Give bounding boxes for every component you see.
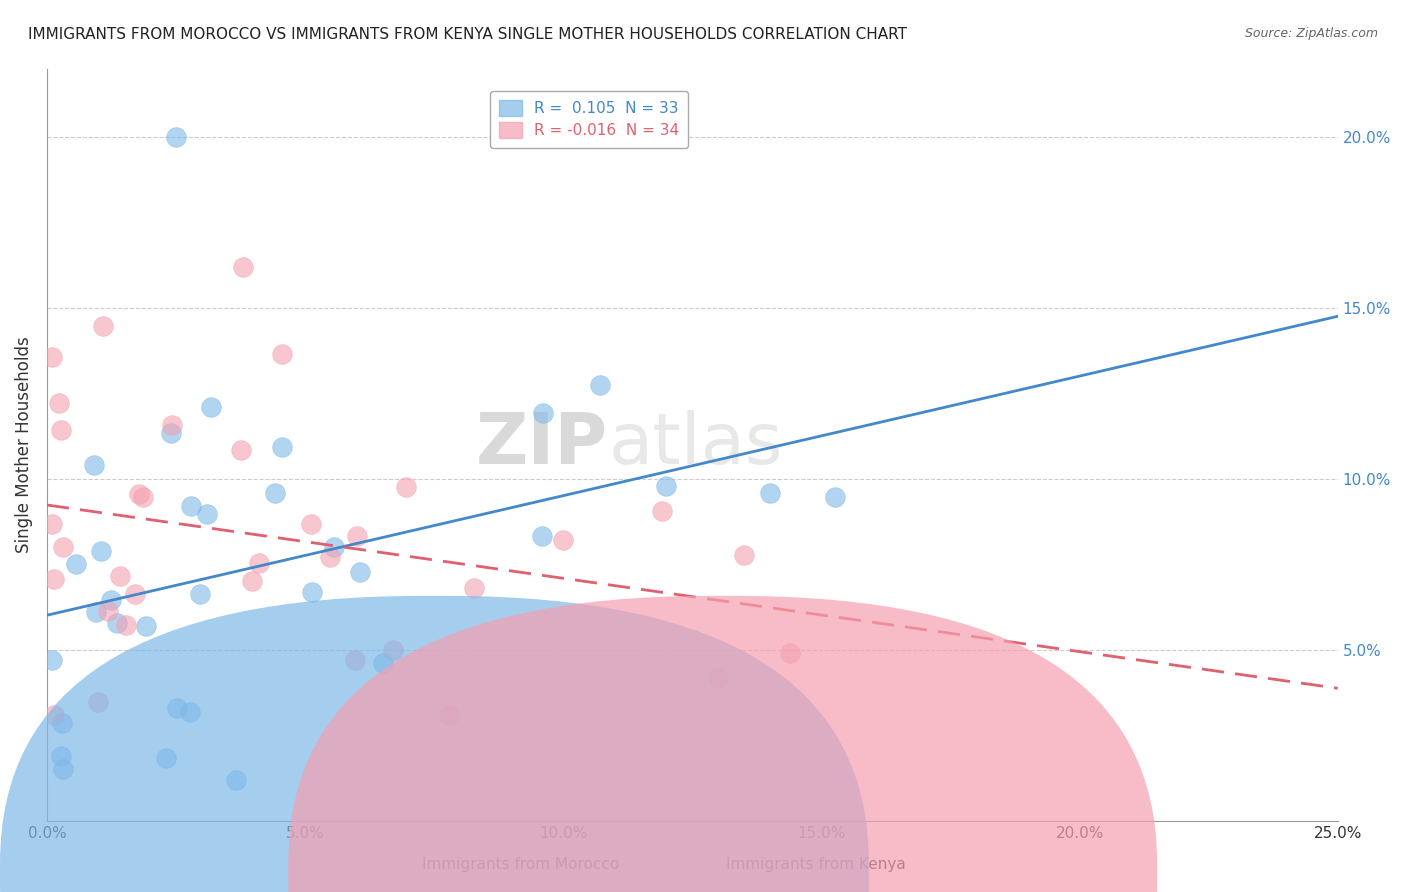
Point: [160, 425, 183, 440]
Point: [651, 503, 673, 517]
Point: [373, 657, 395, 671]
Text: Source: ZipAtlas.com: Source: ZipAtlas.com: [1244, 27, 1378, 40]
Point: [322, 540, 344, 554]
Point: [52, 762, 75, 776]
Point: [41, 653, 63, 667]
Point: [52, 540, 75, 554]
Point: [225, 772, 247, 787]
Point: [90, 544, 112, 558]
Point: [83, 458, 105, 472]
Point: [299, 517, 322, 532]
Point: [105, 615, 128, 630]
Point: [49, 423, 72, 437]
Point: [270, 440, 292, 454]
Point: [551, 533, 574, 548]
Point: [165, 130, 187, 145]
Point: [240, 574, 263, 588]
Point: [97, 604, 120, 618]
Point: [42, 572, 65, 586]
Point: [779, 646, 801, 660]
Point: [86, 695, 108, 709]
Point: [124, 587, 146, 601]
Point: [100, 592, 122, 607]
Point: [195, 507, 218, 521]
Point: [41, 517, 63, 532]
Point: [319, 550, 342, 565]
Point: [824, 490, 846, 504]
Y-axis label: Single Mother Households: Single Mother Households: [15, 336, 32, 553]
Point: [155, 751, 177, 765]
Point: [128, 487, 150, 501]
Text: Immigrants from Morocco: Immigrants from Morocco: [422, 857, 619, 872]
Point: [51, 715, 73, 730]
Text: Immigrants from Kenya: Immigrants from Kenya: [725, 857, 905, 872]
Point: [531, 406, 554, 420]
Text: atlas: atlas: [609, 410, 783, 480]
Point: [349, 566, 371, 580]
Text: ZIP: ZIP: [477, 410, 609, 480]
Legend: R =  0.105  N = 33, R = -0.016  N = 34: R = 0.105 N = 33, R = -0.016 N = 34: [489, 91, 689, 148]
Point: [115, 618, 138, 632]
Point: [160, 418, 183, 433]
Point: [86, 606, 108, 620]
Point: [65, 557, 87, 571]
Text: IMMIGRANTS FROM MOROCCO VS IMMIGRANTS FROM KENYA SINGLE MOTHER HOUSEHOLDS CORREL: IMMIGRANTS FROM MOROCCO VS IMMIGRANTS FR…: [28, 27, 907, 42]
Point: [232, 260, 254, 274]
Point: [301, 585, 323, 599]
Point: [758, 486, 780, 500]
Point: [135, 618, 157, 632]
Point: [188, 587, 211, 601]
Point: [437, 708, 460, 723]
Point: [44, 707, 66, 722]
Point: [48, 396, 70, 410]
Point: [655, 479, 678, 493]
Point: [108, 568, 131, 582]
Point: [271, 347, 294, 361]
Point: [382, 642, 405, 657]
Point: [91, 319, 114, 334]
Point: [531, 529, 554, 543]
Point: [132, 490, 155, 504]
Point: [346, 529, 368, 543]
Point: [180, 499, 202, 513]
Point: [344, 653, 367, 667]
Point: [200, 401, 222, 415]
Point: [41, 350, 63, 364]
Point: [463, 581, 485, 595]
Point: [707, 671, 730, 685]
Point: [49, 749, 72, 764]
Point: [733, 548, 755, 562]
Point: [229, 443, 252, 458]
Point: [264, 486, 287, 500]
Point: [395, 480, 418, 494]
Point: [179, 706, 201, 720]
Point: [589, 378, 612, 392]
Point: [247, 556, 270, 570]
Point: [166, 700, 188, 714]
